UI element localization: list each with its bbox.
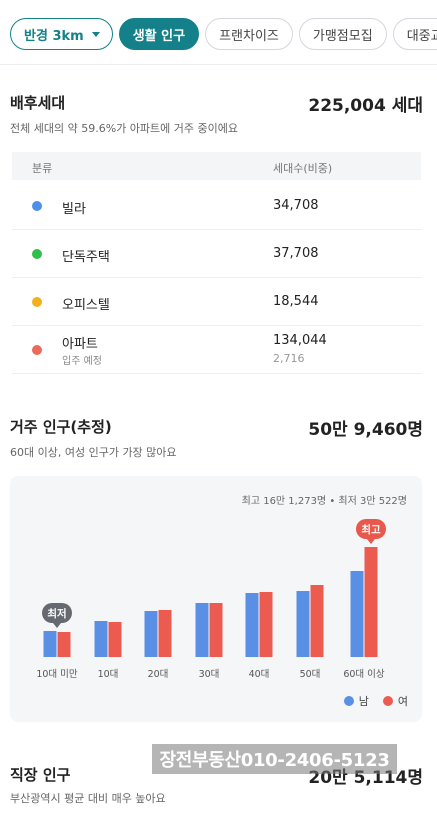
x-tick-label: 40대 — [249, 669, 270, 680]
x-tick-label: 10대 미만 — [36, 669, 78, 680]
households-title: 배후세대 — [10, 94, 66, 112]
filter-chip-bar: 반경 3km 생활 인구 프랜차이즈 가맹점모집 대중교통 — [10, 18, 437, 52]
watermark: 장전부동산010-2406-5123 — [152, 744, 397, 774]
chart-legend: 남 여 — [343, 693, 408, 709]
bar-male-5 — [296, 591, 310, 657]
residents-total: 50만 9,460명 — [308, 420, 423, 440]
row-count: 18,544 — [273, 294, 319, 309]
residents-title: 거주 인구(추정) — [10, 418, 112, 436]
bar-female-2 — [158, 610, 172, 657]
svg-text:최고: 최고 — [361, 523, 381, 536]
table-header: 분류 세대수(비중) — [12, 152, 421, 180]
max-badge: 최고 — [356, 519, 386, 544]
legend-dot-detached-house — [32, 249, 42, 259]
row-name: 단독주택 — [62, 250, 110, 265]
chevron-down-icon — [91, 31, 100, 37]
legend-dot-male — [343, 696, 354, 706]
legend-dot-female — [382, 696, 393, 706]
legend-male: 남 — [343, 693, 369, 709]
bar-female-6 — [364, 547, 378, 657]
x-tick-label: 10대 — [98, 669, 119, 680]
table-row: 아파트 입주 예정 134,044 2,716 — [12, 326, 421, 374]
tab-living-population[interactable]: 생활 인구 — [118, 18, 200, 50]
workers-title: 직장 인구 — [10, 766, 71, 784]
households-total: 225,004 세대 — [308, 96, 423, 116]
legend-female: 여 — [382, 693, 408, 709]
min-max-summary: 최고 16만 1,273명 • 최저 3만 522명 — [241, 496, 407, 507]
table-row: 단독주택 37,708 — [12, 230, 421, 278]
bar-female-1 — [108, 622, 122, 657]
workers-subtitle: 부산광역시 평균 대비 매우 높아요 — [10, 792, 166, 805]
bar-female-0 — [57, 632, 71, 657]
legend-female-label: 여 — [397, 695, 408, 708]
legend-dot-apartment — [32, 345, 42, 355]
svg-text:최저: 최저 — [47, 607, 66, 620]
residents-subtitle: 60대 이상, 여성 인구가 가장 많아요 — [10, 446, 177, 459]
row-name: 오피스텔 — [62, 298, 110, 313]
bar-male-6 — [350, 571, 364, 657]
row-count: 34,708 — [273, 198, 319, 213]
population-bar-chart: 10대 미만 10대 20대 30대 40대 50대 60대 이상 최저 최고 — [36, 519, 386, 680]
row-note: 입주 예정 — [62, 356, 102, 367]
bar-male-0 — [43, 631, 57, 657]
min-badge: 최저 — [42, 603, 72, 628]
row-subcount: 2,716 — [273, 352, 305, 365]
bar-female-4 — [259, 592, 273, 657]
population-chart-card: 최고 16만 1,273명 • 최저 3만 522명 10대 미만 10대 20대 3… — [10, 476, 422, 722]
column-header-category: 분류 — [32, 162, 53, 175]
x-tick-label: 60대 이상 — [343, 669, 385, 680]
bar-female-5 — [310, 585, 324, 657]
tab-public-transport[interactable]: 대중교통 — [392, 18, 437, 50]
legend-dot-villa — [32, 201, 42, 211]
bar-male-2 — [144, 611, 158, 657]
households-subtitle: 전체 세대의 약 59.6%가 아파트에 거주 중이에요 — [10, 122, 238, 135]
row-name: 빌라 — [62, 202, 86, 217]
table-row: 빌라 34,708 — [12, 182, 421, 230]
bar-male-1 — [94, 621, 108, 657]
row-count: 134,044 — [273, 333, 327, 348]
tab-franchise[interactable]: 프랜차이즈 — [205, 18, 293, 50]
divider — [0, 64, 437, 65]
bar-female-3 — [209, 603, 223, 657]
table-row: 오피스텔 18,544 — [12, 278, 421, 326]
x-tick-label: 20대 — [148, 669, 169, 680]
radius-filter-label: 반경 3km — [24, 28, 84, 44]
column-header-count: 세대수(비중) — [273, 162, 333, 175]
bar-male-3 — [195, 603, 209, 657]
legend-male-label: 남 — [358, 695, 369, 708]
bar-male-4 — [245, 593, 259, 657]
radius-filter-button[interactable]: 반경 3km — [10, 18, 113, 50]
legend-dot-officetel — [32, 297, 42, 307]
row-count: 37,708 — [273, 246, 319, 261]
row-name: 아파트 — [62, 337, 98, 352]
tab-franchise-recruitment[interactable]: 가맹점모집 — [298, 18, 387, 50]
x-tick-label: 50대 — [300, 669, 321, 680]
x-tick-label: 30대 — [199, 669, 220, 680]
